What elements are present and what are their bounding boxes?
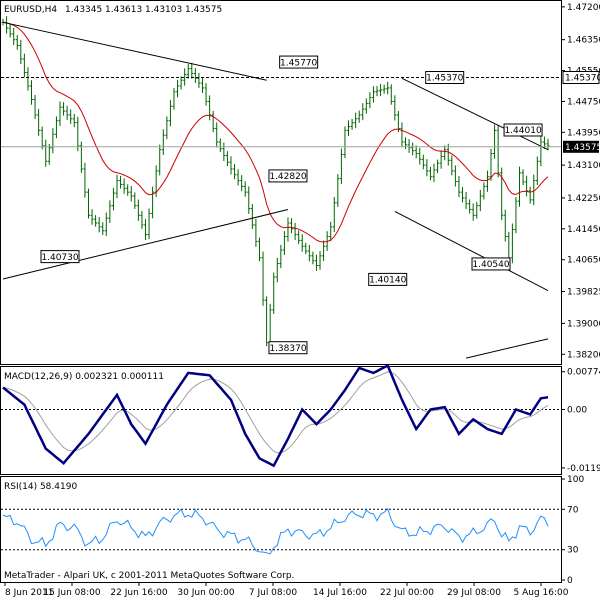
price-axis-label: 1.39000 [567,319,600,329]
price-annotation-box [503,123,543,137]
time-axis-label: 29 Jul 08:00 [447,588,501,598]
price-annotation: 1.44010 [503,123,543,137]
ohlc-open: 1.43345 [65,5,102,15]
rsi-line [2,507,549,555]
time-axis-label: 15 Jun 08:00 [43,588,100,598]
rsi-label: RSI(14) 58.4190 [4,482,77,492]
price-annotation: 1.38370 [268,341,308,355]
macd-line [2,363,549,468]
trendline [465,338,549,359]
price-annotation-box [268,169,308,183]
macd-label: MACD(12,26,9) 0.002321 0.000111 [4,372,164,382]
ohlc-low: 1.43103 [145,5,182,15]
price-layer: 1.45770 1.40730 1.42820 1.40140 1.38370 1.453… [1,16,561,359]
macd-axis-label: 0.007746 [567,368,600,378]
time-axis-label: 7 Jul 08:00 [249,588,298,598]
price-annotation-box [268,341,308,355]
time-axis-label: 22 Jun 16:00 [110,588,167,598]
price-axis-label: 1.42250 [567,194,600,204]
current-price-box [563,140,599,153]
current-price-label: 1.43575 [565,143,600,153]
price-axis-label: 1.40650 [567,256,600,266]
macd-signal-line [2,371,549,454]
price-axis-label: 1.39825 [567,288,600,298]
time-axis-label: 30 Jun 00:00 [177,588,234,598]
moving-average-line [2,21,549,243]
price-annotation-box [279,55,319,69]
price-axis-label: 1.43950 [567,128,600,138]
price-annotation: 1.40140 [368,272,408,286]
price-annotation-label: 1.40540 [472,260,509,270]
rsi-axis-label: 0 [567,576,573,586]
price-axis-label: 1.46350 [567,36,600,46]
price-annotation: 1.45770 [279,55,319,69]
price-annotation: 1.42820 [268,169,308,183]
price-axis-label: 1.38200 [567,350,600,360]
time-axis-label: 5 Aug 16:00 [514,588,569,598]
price-annotation-label: 1.45370 [426,74,463,84]
trendline [2,209,289,280]
resistance-level-label: 1.45370 [565,74,600,84]
price-annotation-label: 1.40140 [369,276,406,286]
time-axis-label: 14 Jul 16:00 [313,588,367,598]
time-axis-label: 22 Jul 00:00 [380,588,434,598]
time-axis-label: 8 Jun 2011 [5,588,53,598]
price-annotation-label: 1.40730 [41,253,78,263]
rsi-axis-label: 100 [567,475,584,485]
copyright-text: MetaTrader - Alpari UK, c 2001-2011 Meta… [4,571,294,581]
rsi-axis-label: 70 [567,505,579,515]
price-axis-label: 1.41450 [567,225,600,235]
price-annotation-label: 1.38370 [269,344,306,354]
price-annotation: 1.40540 [471,257,511,271]
price-annotation-box [40,250,80,264]
trendline [401,77,549,151]
trendline [2,21,267,81]
rsi-axis-label: 30 [567,546,579,556]
price-axis-label: 1.44750 [567,97,600,107]
price-annotation-box [471,257,511,271]
price-annotation: 1.45370 [425,71,465,85]
price-annotation-label: 1.44010 [504,126,541,136]
rsi-layer [1,507,561,555]
price-annotation: 1.40730 [40,250,80,264]
rsi-panel [0,476,562,583]
price-annotation-label: 1.42820 [269,172,306,182]
macd-axis-label: 0.00 [567,406,587,416]
macd-axis-label: -0.01197 [567,464,600,474]
ohlc-high: 1.43613 [105,5,142,15]
axes-layer: 1.472001.463501.455501.447501.439501.431… [4,3,600,598]
price-annotation-label: 1.45770 [280,58,317,68]
price-annotation-box [368,272,408,286]
macd-layer [1,363,561,468]
resistance-level-box [562,71,600,85]
price-annotation-box [425,71,465,85]
trendline [394,211,549,292]
price-axis-label: 1.47200 [567,3,600,13]
macd-panel [0,366,562,475]
ohlc-close: 1.43575 [185,5,222,15]
chart-title: EURUSD,H4 [4,5,57,15]
price-axis-label: 1.43100 [567,161,600,171]
